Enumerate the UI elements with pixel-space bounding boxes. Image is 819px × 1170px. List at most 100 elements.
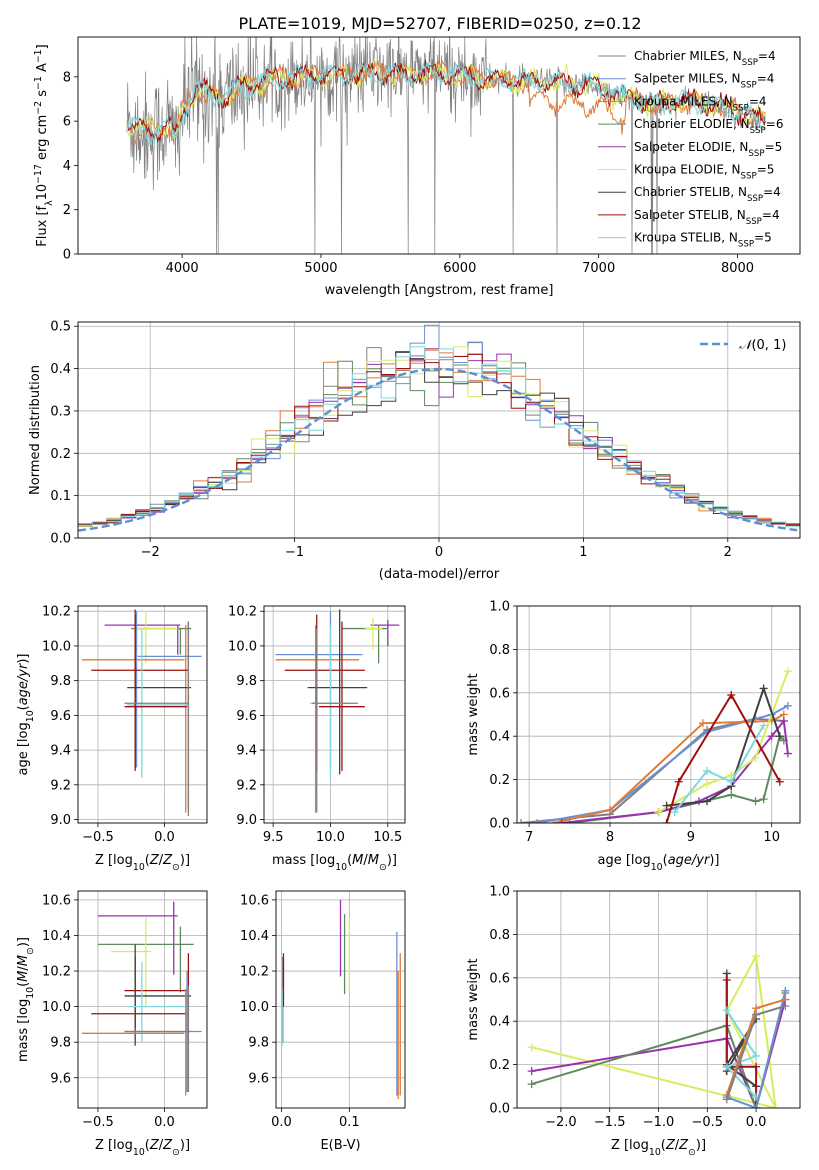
y-tick-label: 9.8 (50, 674, 71, 689)
y-tick-label: 0.2 (50, 447, 71, 462)
legend-entry: Chabrier MILES, NSSP=4 (634, 49, 776, 68)
x-tick-label: 10.0 (316, 830, 345, 845)
label-part: Chabrier MILES, N (634, 49, 742, 63)
label-part: ( (661, 1138, 666, 1153)
marker (527, 1067, 536, 1076)
figure-title: PLATE=1019, MJD=52707, FIBERID=0250, z=0… (238, 14, 641, 33)
label-part: )] (16, 937, 31, 947)
label-part: age/yr (16, 662, 31, 705)
x-tick-label: 8 (606, 830, 614, 845)
x-tick-label: −0.5 (82, 1115, 114, 1130)
label-part: ⊙ (688, 1147, 696, 1158)
axes-frame (516, 605, 801, 824)
marker (727, 790, 736, 799)
label-part: Z (162, 1138, 173, 1153)
label-part: 10 (133, 1147, 145, 1158)
y-tick-label: 0.2 (489, 1058, 510, 1073)
marker (527, 1043, 536, 1052)
marker (771, 1104, 780, 1108)
axes-frame (263, 605, 406, 824)
marker (727, 777, 736, 786)
label-part: 10 (335, 862, 347, 873)
label-part: Salpeter MILES, N (634, 72, 741, 86)
label-part: SSP (741, 172, 757, 182)
marker (654, 808, 663, 817)
label-part: M (16, 971, 31, 982)
legend-entry: Chabrier ELODIE, NSSP=6 (634, 117, 783, 136)
label-part: ⊙ (25, 947, 36, 955)
label-part: ] (35, 44, 50, 49)
y-tick-label: 0.4 (50, 362, 71, 377)
label-part: 10 (649, 1147, 661, 1158)
marker (670, 808, 679, 817)
label-part: / (675, 1138, 680, 1153)
x-tick-label: −2.0 (545, 1115, 577, 1130)
label-part: ( (347, 853, 352, 868)
label-part: =4 (757, 72, 775, 86)
marker (517, 819, 526, 823)
marker (533, 819, 542, 823)
marker (557, 819, 566, 823)
label-part: )] (709, 853, 719, 868)
marker (783, 749, 792, 758)
y-tick-label: 9.0 (50, 813, 71, 828)
label-part: )] (387, 853, 397, 868)
label-part: Salpeter ELODIE, N (634, 140, 748, 154)
label-part: M (352, 853, 363, 868)
y-tick-label: 0.6 (489, 686, 510, 701)
x-axis-label: E(B-V) (320, 1138, 360, 1153)
label-part: Chabrier STELIB, N (634, 185, 747, 199)
label-part: =5 (754, 231, 772, 245)
label-part: Z (149, 1138, 160, 1153)
y-tick-label: 6 (63, 115, 71, 130)
label-part: =5 (757, 163, 775, 177)
marker (698, 719, 707, 728)
legend-entry: Kroupa STELIB, NSSP=5 (634, 231, 772, 250)
y-tick-label: 10.0 (240, 1000, 269, 1015)
y-tick-label: 9.4 (236, 744, 257, 759)
marker (752, 952, 761, 961)
y-tick-label: 8 (63, 70, 71, 85)
label-part: SSP (733, 103, 749, 113)
label-part: Z [log (611, 1138, 649, 1153)
legend-entry: 𝒩(0, 1) (739, 338, 786, 353)
y-tick-label: 0 (63, 248, 71, 263)
y-axis-label: Flux [fλ10−17 erg cm−2 s−1 A−1] (33, 44, 55, 246)
label-part: 10 (133, 862, 145, 873)
marker (767, 732, 776, 741)
marker (775, 777, 784, 786)
y-tick-label: 10.0 (228, 639, 257, 654)
label-part: =4 (762, 208, 780, 222)
y-tick-label: 0.1 (50, 489, 71, 504)
label-part: mass [log (16, 999, 31, 1062)
series-KS (673, 724, 765, 813)
x-axis-label: wavelength [Angstrom, rest frame] (325, 283, 554, 298)
x-tick-label: 7 (525, 830, 533, 845)
axes-frame (275, 890, 406, 1109)
x-tick-label: 9 (687, 830, 695, 845)
y-axis-label: age [log10(age/yr)] (16, 653, 36, 775)
marker (674, 777, 683, 786)
marker (752, 1051, 761, 1060)
y-tick-label: 0.0 (489, 1102, 510, 1117)
label-part: )] (696, 1138, 706, 1153)
y-tick-label: 9.6 (248, 1071, 269, 1086)
label-part: −2 (33, 101, 44, 115)
y-tick-label: 0.2 (489, 773, 510, 788)
x-tick-label: 1 (579, 545, 587, 560)
y-tick-label: 10.4 (240, 929, 269, 944)
label-part: =4 (749, 94, 767, 108)
label-part: ( (16, 982, 31, 987)
x-tick-label: 2 (724, 545, 732, 560)
marker (783, 667, 792, 676)
x-tick-label: 10.5 (373, 830, 402, 845)
y-tick-label: 2 (63, 203, 71, 218)
y-tick-label: 10.6 (240, 893, 269, 908)
marker (781, 986, 790, 995)
model-spectrum (126, 59, 766, 146)
marker (783, 701, 792, 710)
label-part: =4 (758, 49, 776, 63)
x-axis-label: Z [log10(Z/Z⊙)] (611, 1138, 706, 1158)
x-tick-label: 0.0 (746, 1115, 767, 1130)
